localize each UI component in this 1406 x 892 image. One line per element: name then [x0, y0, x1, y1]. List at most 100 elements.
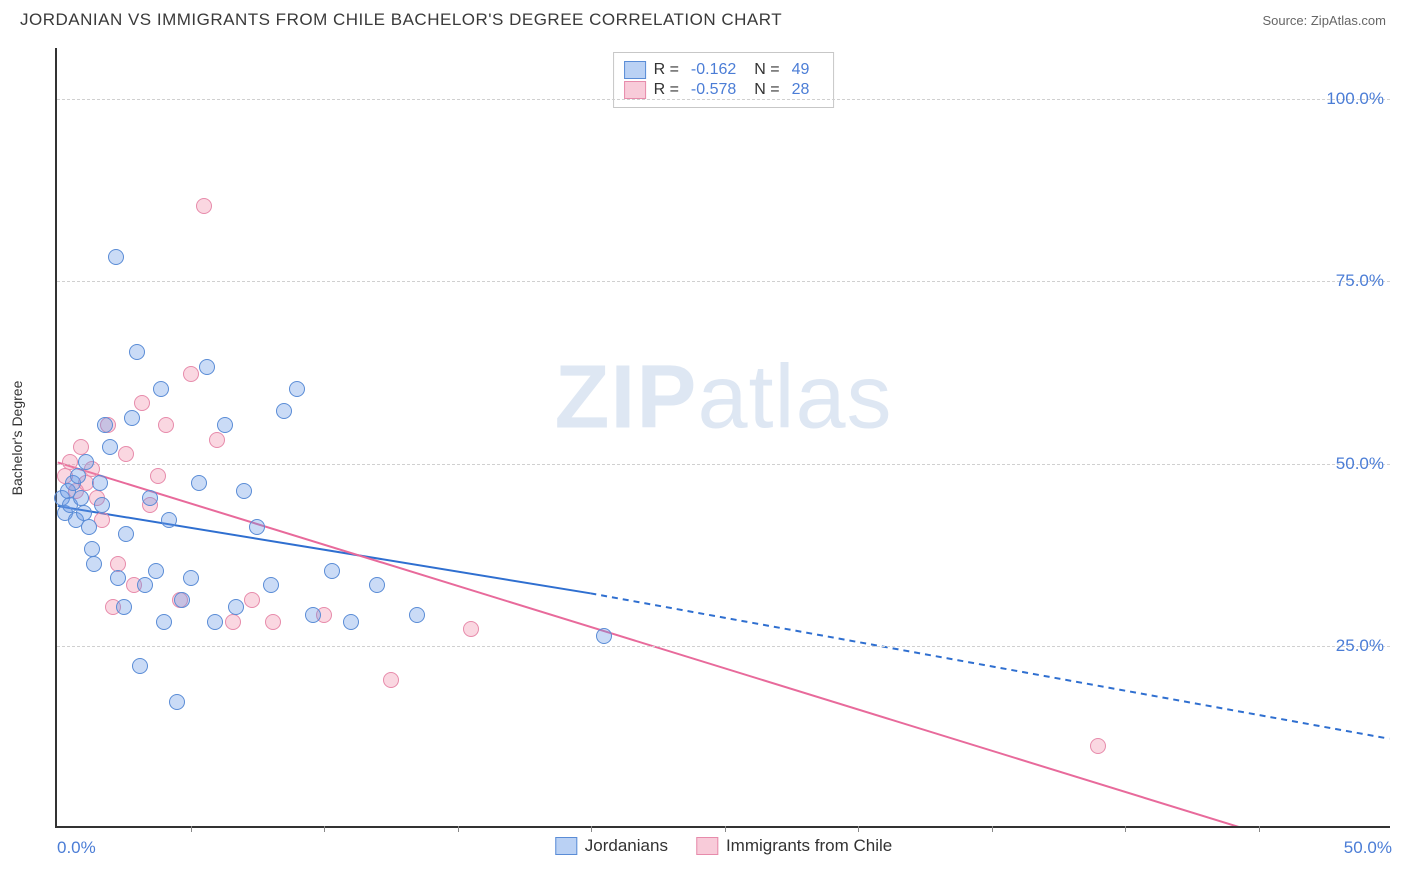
- data-point: [134, 395, 150, 411]
- x-tick-mark: [191, 826, 192, 832]
- watermark: ZIPatlas: [554, 347, 892, 450]
- n-label: N =: [754, 81, 779, 99]
- data-point: [249, 519, 265, 535]
- data-point: [276, 403, 292, 419]
- data-point: [142, 490, 158, 506]
- data-point: [183, 366, 199, 382]
- data-point: [263, 577, 279, 593]
- source-link[interactable]: ZipAtlas.com: [1311, 13, 1386, 28]
- swatch-pink: [624, 81, 646, 99]
- data-point: [324, 563, 340, 579]
- data-point: [209, 432, 225, 448]
- data-point: [369, 577, 385, 593]
- data-point: [156, 614, 172, 630]
- y-tick-label: 25.0%: [1336, 636, 1384, 656]
- data-point: [199, 359, 215, 375]
- legend-label-jordanians: Jordanians: [585, 836, 668, 856]
- x-tick-mark: [324, 826, 325, 832]
- data-point: [236, 483, 252, 499]
- n-value-chile: 28: [792, 81, 810, 99]
- data-point: [62, 454, 78, 470]
- legend-row-chile: R = -0.578 N = 28: [624, 81, 820, 99]
- x-tick-mark: [992, 826, 993, 832]
- y-tick-label: 50.0%: [1336, 454, 1384, 474]
- data-point: [78, 454, 94, 470]
- source-credit: Source: ZipAtlas.com: [1262, 13, 1386, 28]
- x-tick-mark: [725, 826, 726, 832]
- data-point: [73, 490, 89, 506]
- source-prefix: Source:: [1262, 13, 1310, 28]
- data-point: [409, 607, 425, 623]
- chart-container: Bachelor's Degree ZIPatlas R = -0.162 N …: [55, 48, 1390, 828]
- data-point: [70, 468, 86, 484]
- data-point: [207, 614, 223, 630]
- legend-item-chile: Immigrants from Chile: [696, 836, 892, 856]
- data-point: [289, 381, 305, 397]
- chart-title: JORDANIAN VS IMMIGRANTS FROM CHILE BACHE…: [20, 10, 782, 30]
- data-point: [191, 475, 207, 491]
- swatch-blue: [555, 837, 577, 855]
- watermark-rest: atlas: [697, 348, 892, 448]
- data-point: [463, 621, 479, 637]
- data-point: [158, 417, 174, 433]
- gridline: [57, 99, 1390, 100]
- trend-lines: [57, 48, 1390, 826]
- data-point: [1090, 738, 1106, 754]
- series-legend: Jordanians Immigrants from Chile: [555, 836, 892, 856]
- gridline: [57, 646, 1390, 647]
- data-point: [86, 556, 102, 572]
- data-point: [169, 694, 185, 710]
- data-point: [132, 658, 148, 674]
- data-point: [183, 570, 199, 586]
- data-point: [383, 672, 399, 688]
- data-point: [244, 592, 260, 608]
- data-point: [150, 468, 166, 484]
- data-point: [97, 417, 113, 433]
- data-point: [84, 541, 100, 557]
- data-point: [81, 519, 97, 535]
- data-point: [305, 607, 321, 623]
- data-point: [217, 417, 233, 433]
- data-point: [137, 577, 153, 593]
- swatch-blue: [624, 61, 646, 79]
- y-tick-label: 75.0%: [1336, 271, 1384, 291]
- data-point: [153, 381, 169, 397]
- legend-row-jordanians: R = -0.162 N = 49: [624, 61, 820, 79]
- watermark-bold: ZIP: [554, 348, 697, 448]
- swatch-pink: [696, 837, 718, 855]
- x-tick-label: 50.0%: [1344, 838, 1392, 858]
- n-value-jordanians: 49: [792, 61, 810, 79]
- data-point: [118, 526, 134, 542]
- data-point: [102, 439, 118, 455]
- x-tick-mark: [591, 826, 592, 832]
- x-tick-mark: [1125, 826, 1126, 832]
- data-point: [161, 512, 177, 528]
- data-point: [196, 198, 212, 214]
- legend-item-jordanians: Jordanians: [555, 836, 668, 856]
- r-value-chile: -0.578: [691, 81, 736, 99]
- x-tick-mark: [1259, 826, 1260, 832]
- data-point: [225, 614, 241, 630]
- x-tick-label: 0.0%: [57, 838, 96, 858]
- data-point: [118, 446, 134, 462]
- legend-label-chile: Immigrants from Chile: [726, 836, 892, 856]
- r-label: R =: [654, 81, 679, 99]
- data-point: [108, 249, 124, 265]
- data-point: [174, 592, 190, 608]
- gridline: [57, 464, 1390, 465]
- data-point: [343, 614, 359, 630]
- x-tick-mark: [858, 826, 859, 832]
- data-point: [124, 410, 140, 426]
- data-point: [265, 614, 281, 630]
- data-point: [228, 599, 244, 615]
- data-point: [596, 628, 612, 644]
- data-point: [94, 497, 110, 513]
- x-tick-mark: [458, 826, 459, 832]
- data-point: [110, 570, 126, 586]
- plot-area: ZIPatlas R = -0.162 N = 49 R = -0.578 N …: [55, 48, 1390, 828]
- r-label: R =: [654, 61, 679, 79]
- gridline: [57, 281, 1390, 282]
- data-point: [148, 563, 164, 579]
- r-value-jordanians: -0.162: [691, 61, 736, 79]
- n-label: N =: [754, 61, 779, 79]
